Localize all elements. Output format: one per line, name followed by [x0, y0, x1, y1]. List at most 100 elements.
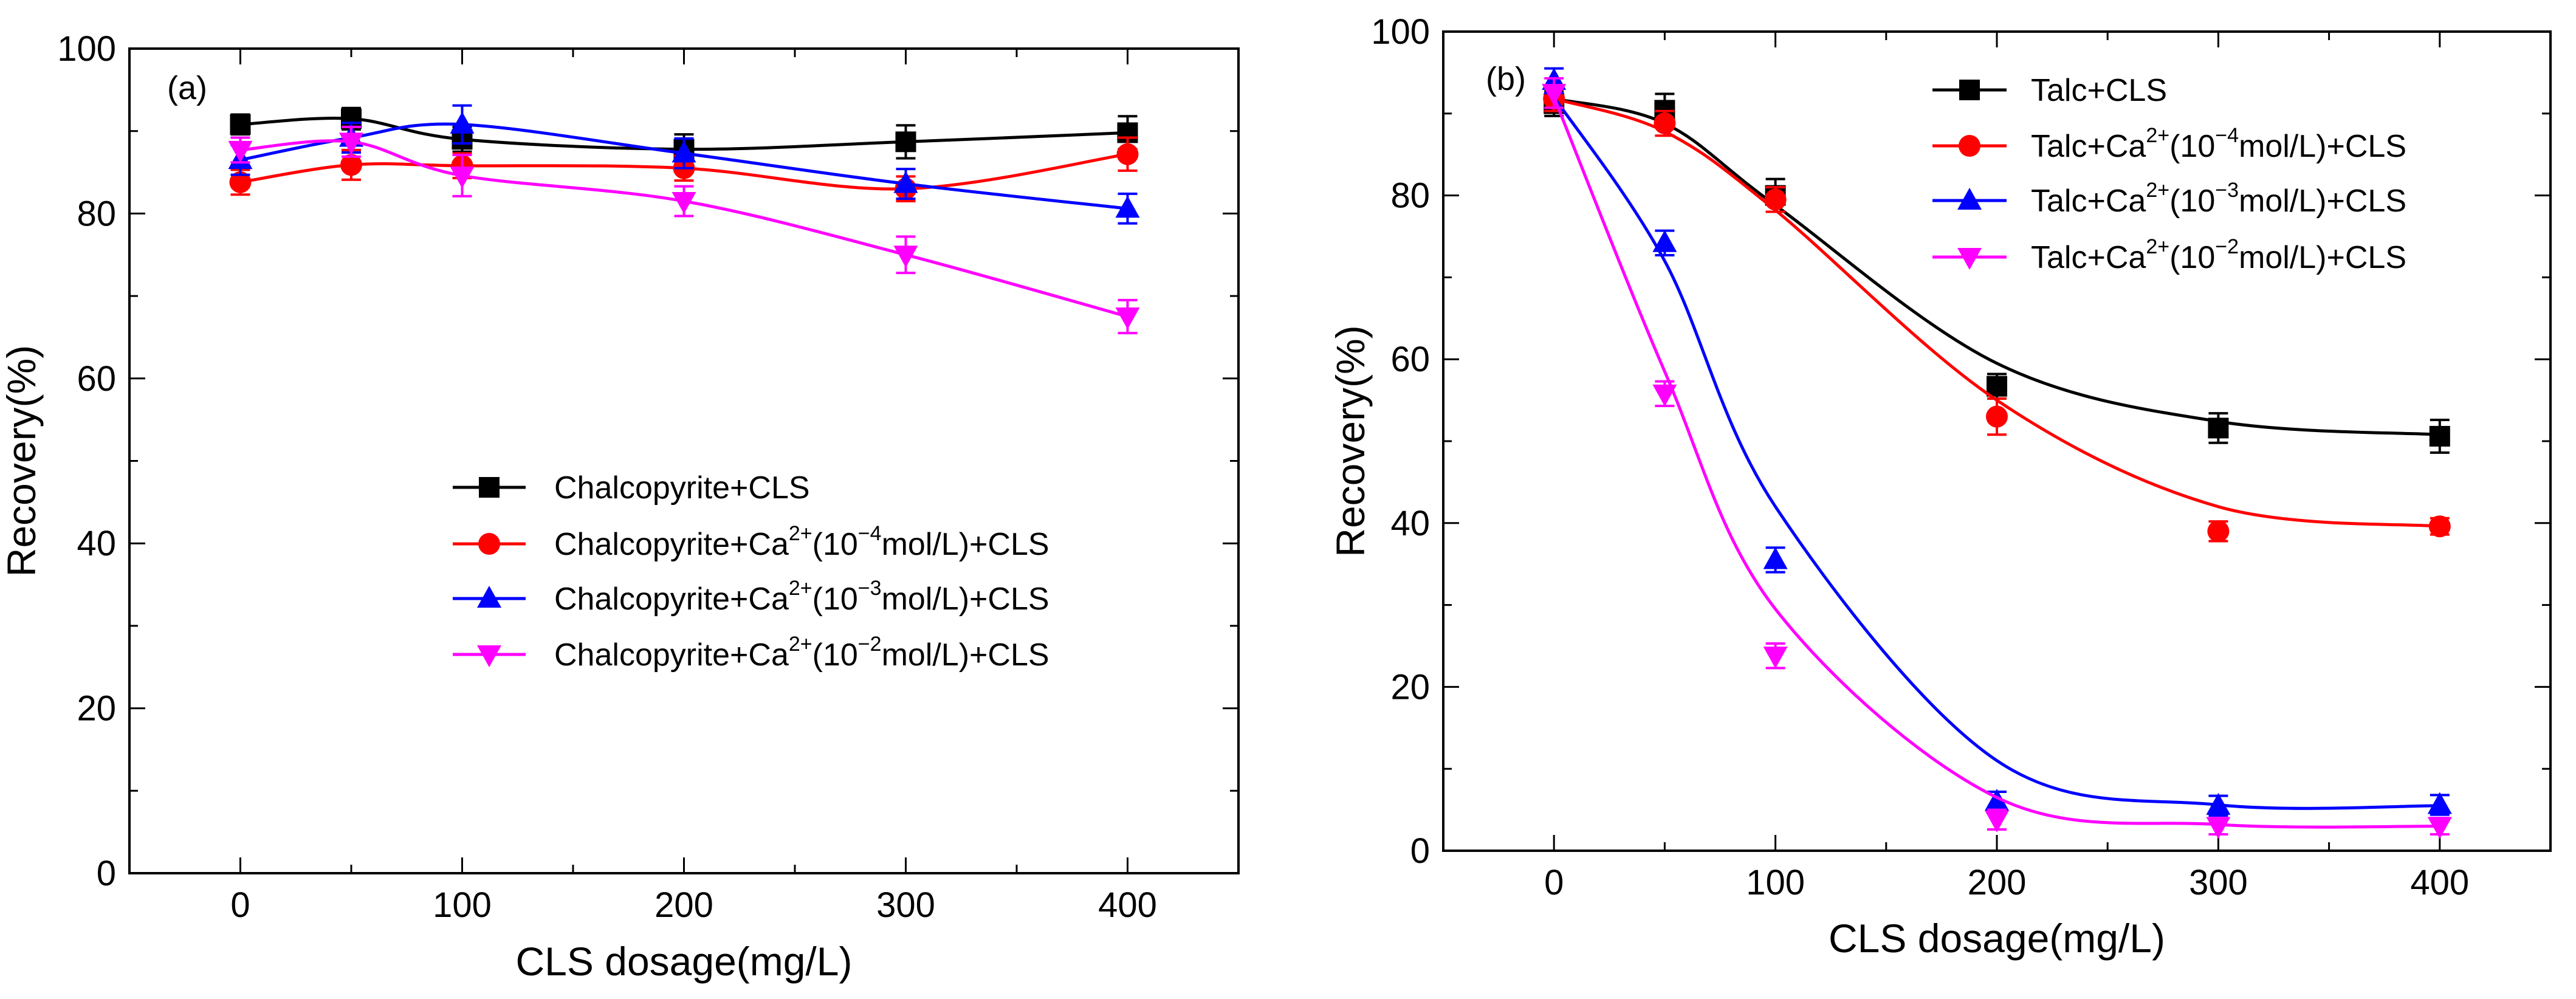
legend-superscript: −3	[858, 577, 882, 600]
legend-entry: Chalcopyrite+CLS	[453, 470, 810, 506]
data-point	[895, 131, 916, 153]
legend-marker	[1959, 80, 1980, 100]
legend-superscript: 2+	[2146, 124, 2169, 147]
data-point	[1763, 547, 1788, 569]
data-point	[450, 111, 475, 134]
data-point	[893, 171, 918, 193]
series-4	[228, 125, 1140, 335]
legend-marker	[1959, 135, 1980, 157]
data-point	[1542, 84, 1567, 106]
x-tick-label: 100	[1746, 863, 1805, 902]
legend-label-main: Chalcopyrite+CLS	[554, 470, 810, 506]
data-point	[1764, 188, 1787, 211]
legend-label: Chalcopyrite+CLS	[554, 470, 810, 506]
panel-a-legend: Chalcopyrite+CLS Chalcopyrite+Ca2+(10−4mo…	[453, 470, 1049, 673]
legend-label: Talc+Ca2+(10−3mol/L)+CLS	[2031, 179, 2406, 219]
data-point	[1116, 143, 1139, 165]
series-4	[1542, 77, 2452, 839]
y-tick-label: 0	[97, 854, 116, 893]
data-point	[893, 245, 918, 268]
data-point	[1115, 196, 1140, 218]
legend-entry: Talc+CLS	[1932, 73, 2167, 108]
data-point	[2427, 817, 2452, 839]
data-point	[2207, 520, 2230, 543]
legend-marker	[479, 477, 500, 498]
x-axis-title: CLS dosage(mg/L)	[1829, 916, 2165, 961]
panel-label: (a)	[167, 70, 207, 106]
y-tick-label: 100	[57, 29, 116, 69]
legend-label-mid: (10	[2169, 184, 2215, 219]
panel-label: (b)	[1486, 61, 1526, 97]
legend-superscript: 2+	[2146, 179, 2169, 202]
data-point	[2206, 817, 2231, 839]
data-point	[1654, 112, 1676, 134]
data-point	[1985, 810, 2009, 832]
x-tick-label: 400	[2410, 863, 2469, 902]
legend-entry: Talc+Ca2+(10−2mol/L)+CLS	[1932, 235, 2406, 275]
x-tick-label: 0	[230, 885, 250, 925]
plot-frame	[128, 47, 1240, 874]
legend-label-post: mol/L)+CLS	[882, 637, 1049, 673]
panel-b-legend: Talc+CLSTalc+Ca2+(10−4mol/L)+CLSTalc+Ca2…	[1932, 73, 2406, 275]
legend-label-main: Chalcopyrite+Ca	[554, 637, 789, 673]
data-point	[2208, 417, 2229, 439]
legend-label: Talc+CLS	[2031, 73, 2167, 108]
data-point	[671, 192, 696, 215]
y-tick-label: 100	[1371, 12, 1430, 52]
legend-label-mid: (10	[2169, 240, 2215, 275]
legend-label: Chalcopyrite+Ca2+(10−3mol/L)+CLS	[554, 577, 1049, 617]
plot-frame	[1442, 30, 2552, 852]
legend-label-post: mol/L)+CLS	[882, 582, 1049, 617]
legend-label-mid: (10	[812, 637, 858, 673]
data-point	[1115, 307, 1140, 330]
legend-entry: Talc+Ca2+(10−4mol/L)+CLS	[1932, 124, 2406, 164]
data-point	[230, 114, 251, 135]
data-point	[671, 140, 696, 163]
legend-marker	[478, 533, 500, 555]
legend-superscript: 2+	[789, 577, 812, 600]
data-point	[1986, 405, 2008, 428]
legend-label-post: mol/L)+CLS	[2239, 129, 2406, 164]
x-tick-label: 400	[1098, 885, 1157, 925]
legend-superscript: −2	[2215, 235, 2239, 258]
legend-marker	[1957, 248, 1982, 270]
legend-entry: Chalcopyrite+Ca2+(10−3mol/L)+CLS	[453, 577, 1049, 617]
data-point	[2206, 792, 2231, 815]
legend-label: Talc+Ca2+(10−4mol/L)+CLS	[2031, 124, 2406, 164]
y-tick-label: 20	[1390, 667, 1430, 707]
data-point	[2428, 515, 2451, 538]
data-point	[340, 154, 362, 176]
legend-label-main: Talc+Ca	[2031, 184, 2146, 219]
data-point	[2427, 792, 2452, 814]
legend-label-mid: (10	[812, 582, 858, 617]
data-point	[1763, 647, 1788, 669]
data-point	[450, 166, 475, 188]
x-tick-label: 100	[433, 885, 492, 925]
legend-entry: Chalcopyrite+Ca2+(10−4mol/L)+CLS	[453, 522, 1049, 562]
panel-a-ticks	[128, 47, 1238, 874]
legend-label-main: Talc+Ca	[2031, 240, 2146, 275]
legend-label: Chalcopyrite+Ca2+(10−4mol/L)+CLS	[554, 522, 1049, 562]
data-point	[1985, 789, 2009, 811]
y-axis-title: Recovery(%)	[0, 345, 44, 577]
legend-marker	[477, 586, 501, 608]
x-tick-label: 0	[1544, 863, 1564, 902]
legend-label-mid: (10	[812, 527, 858, 562]
legend-label-main: Chalcopyrite+Ca	[554, 582, 789, 617]
x-tick-label: 300	[2189, 863, 2248, 902]
panel-b: 0 100 200 300 400 0 20 40 60 80 100 CLS dosage(mg/L…	[1328, 12, 2552, 961]
legend-marker	[477, 645, 501, 667]
y-axis-title: Recovery(%)	[1328, 325, 1373, 557]
legend-label-mid: (10	[2169, 129, 2215, 164]
y-tick-label: 40	[77, 524, 116, 563]
y-tick-label: 0	[1410, 831, 1430, 871]
legend-superscript: −2	[858, 633, 882, 656]
data-point	[1987, 376, 2007, 397]
legend-label-post: mol/L)+CLS	[882, 527, 1049, 562]
data-point	[2429, 425, 2450, 447]
legend-superscript: −3	[2215, 179, 2239, 202]
legend-superscript: 2+	[789, 522, 812, 545]
legend-superscript: 2+	[2146, 235, 2169, 258]
legend-entry: Talc+Ca2+(10−3mol/L)+CLS	[1932, 179, 2406, 219]
